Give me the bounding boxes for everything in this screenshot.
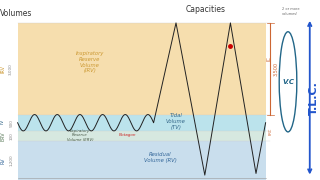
Text: 500: 500 [9,119,13,127]
Text: Notagon: Notagon [119,134,137,138]
Text: 1,200: 1,200 [9,155,13,166]
Text: IC: IC [266,57,271,61]
Bar [18,141,266,180]
Text: 100: 100 [9,132,13,140]
Text: RV: RV [0,157,5,164]
Text: 2 or more
volumes!: 2 or more volumes! [282,7,299,16]
Text: Residual
Volume (RV): Residual Volume (RV) [144,152,176,163]
Text: TV: TV [0,120,5,126]
Text: Tidal
Volume
(TV): Tidal Volume (TV) [166,113,186,130]
Text: T.L.C.: T.L.C. [308,81,319,115]
Text: Expiratory
Reserve
Volume (ERV): Expiratory Reserve Volume (ERV) [67,129,93,142]
Text: V.C: V.C [282,79,294,85]
Text: Inspiratory
Reserve
Volume
(IRV): Inspiratory Reserve Volume (IRV) [76,51,104,73]
Text: Volumes: Volumes [0,9,32,18]
Bar [18,131,266,141]
Text: Capacities: Capacities [186,5,226,14]
Text: 3,500: 3,500 [274,62,279,76]
Text: ERV: ERV [0,131,5,141]
Text: IRV: IRV [0,65,5,73]
Text: FRC: FRC [268,127,272,135]
Bar [18,23,266,114]
Bar [18,114,266,131]
Text: 3,000: 3,000 [9,63,13,75]
